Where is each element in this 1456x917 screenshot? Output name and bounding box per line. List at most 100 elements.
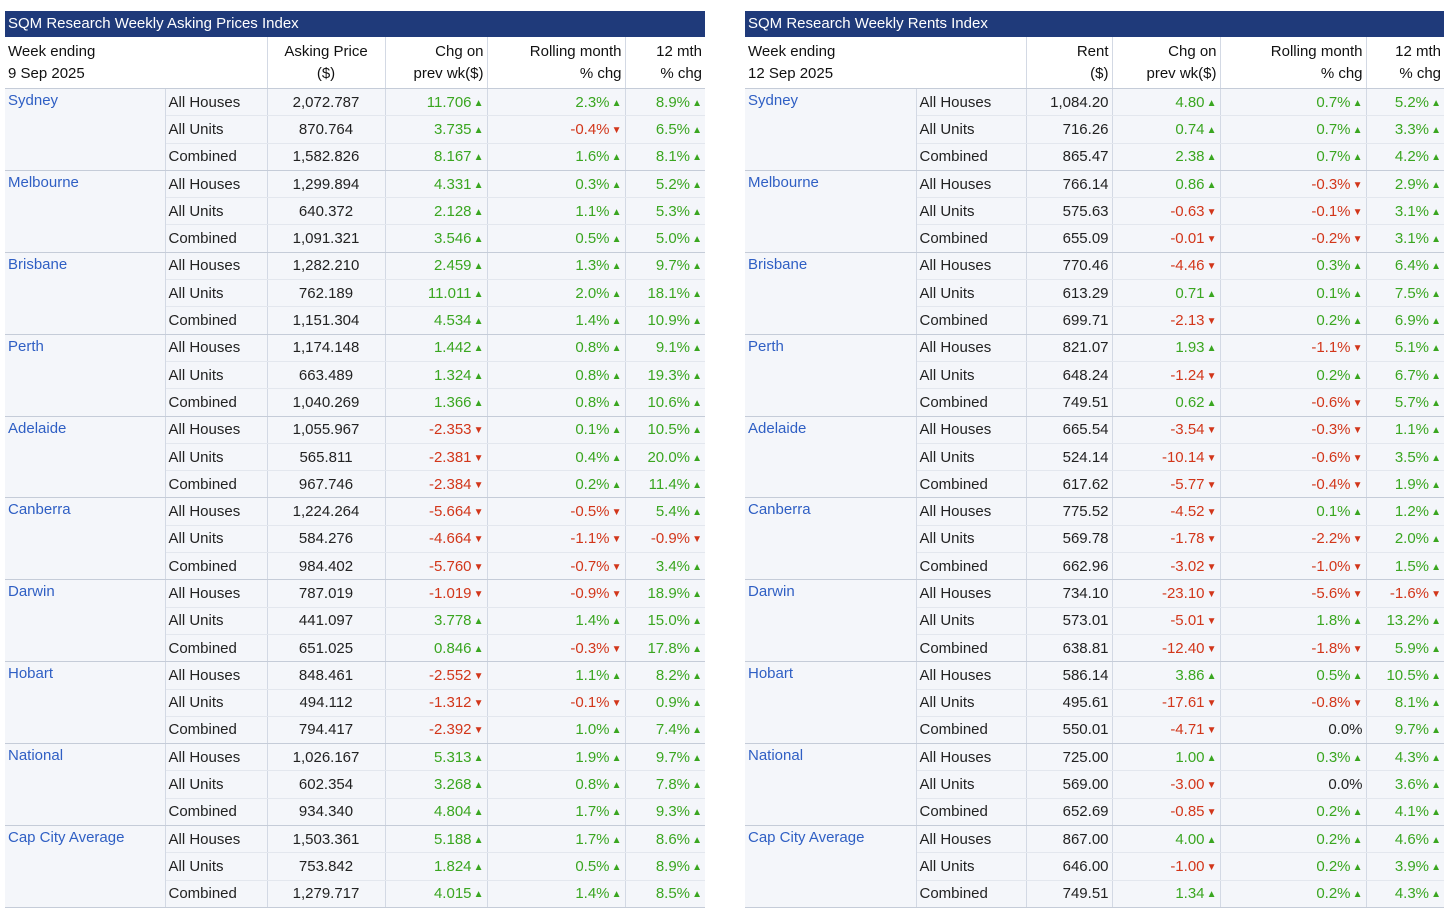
property-type-label: All Units (916, 197, 1027, 226)
triangle-down-icon: ▼ (1352, 452, 1363, 464)
rolling-month-change-cell: 0.2% ▲ (1220, 825, 1367, 854)
table-row: All Units 495.61 -17.61 ▼ -0.8% ▼ 8.1% ▲ (745, 689, 1445, 717)
rolling-month-change-cell: 0.3% ▲ (1220, 252, 1367, 281)
rolling-month-change-cell: 1.0% ▲ (487, 716, 626, 745)
table-row: Combined 617.62 -5.77 ▼ -0.4% ▼ 1.9% ▲ (745, 470, 1445, 499)
index-value: 550.01 (1026, 716, 1113, 745)
twelve-month-change-cell: 18.1% ▲ (625, 279, 706, 308)
rolling-month-change-value: -0.1% (1311, 202, 1351, 220)
city-link[interactable]: Brisbane (5, 252, 166, 335)
triangle-down-icon: ▼ (473, 507, 484, 519)
weekly-change-cell: -2.13 ▼ (1112, 306, 1221, 335)
twelve-month-change-cell: 8.9% ▲ (625, 852, 706, 881)
city-link[interactable]: Adelaide (745, 416, 917, 499)
weekly-change-cell: -0.85 ▼ (1112, 798, 1221, 827)
weekly-change-value: -12.40 (1161, 639, 1205, 657)
city-link[interactable]: Brisbane (745, 252, 917, 335)
triangle-up-icon: ▲ (1431, 425, 1441, 437)
triangle-down-icon: ▼ (1206, 616, 1217, 628)
rolling-month-change-value: -0.5% (570, 503, 610, 521)
city-link[interactable]: Cap City Average (745, 825, 917, 908)
triangle-up-icon: ▲ (473, 643, 484, 655)
property-type-label: All Units (165, 689, 268, 717)
rolling-month-change-cell: -0.6% ▼ (1220, 388, 1367, 417)
city-link[interactable]: National (5, 743, 166, 827)
city-link[interactable]: Hobart (745, 661, 917, 745)
table-row: Combined 652.69 -0.85 ▼ 0.2% ▲ 4.1% ▲ (745, 798, 1445, 827)
triangle-up-icon: ▲ (1431, 889, 1441, 901)
triangle-up-icon: ▲ (473, 124, 484, 136)
rolling-month-change-cell: 0.0% (1220, 716, 1367, 745)
twelve-month-change-value: 8.9% (655, 93, 691, 111)
weekly-change-cell: 2.38 ▲ (1112, 143, 1221, 171)
triangle-up-icon: ▲ (1352, 616, 1363, 628)
city-link[interactable]: Cap City Average (5, 825, 166, 908)
table-row: All Units 602.354 3.268 ▲ 0.8% ▲ 7.8% ▲ (5, 770, 706, 799)
triangle-down-icon: ▼ (473, 425, 484, 437)
triangle-down-icon: ▼ (611, 588, 622, 600)
rolling-month-change-value: 0.2% (1316, 885, 1351, 903)
rolling-month-change-value: -0.1% (570, 694, 610, 712)
twelve-month-change-value: 5.1% (1394, 339, 1430, 357)
index-value: 1,299.894 (267, 170, 386, 199)
rolling-month-change-value: 0.2% (1316, 366, 1351, 384)
city-link[interactable]: Sydney (5, 88, 166, 171)
weekly-change-cell: -2.392 ▼ (385, 716, 488, 745)
city-link[interactable]: Melbourne (745, 170, 917, 253)
table-row: Hobart All Houses 586.14 3.86 ▲ 0.5% ▲ 10.5% ▲ (745, 661, 1445, 745)
rolling-month-change-cell: 1.1% ▲ (487, 661, 626, 690)
city-link[interactable]: Darwin (745, 579, 917, 663)
twelve-month-change-cell: 10.5% ▲ (1366, 661, 1445, 690)
city-link[interactable]: Perth (745, 334, 917, 417)
triangle-up-icon: ▲ (611, 725, 622, 737)
twelve-month-change-cell: 8.6% ▲ (625, 825, 706, 854)
city-link[interactable]: Sydney (745, 88, 917, 171)
triangle-up-icon: ▲ (692, 807, 702, 819)
table-row: All Units 441.097 3.778 ▲ 1.4% ▲ 15.0% ▲ (5, 607, 706, 635)
property-type-label: All Houses (916, 579, 1027, 608)
weekly-change-value: -0.01 (1170, 230, 1205, 248)
value-header: Rent ($) (1026, 37, 1113, 89)
twelve-month-change-cell: 3.6% ▲ (1366, 770, 1445, 799)
rolling-month-change-cell: 0.7% ▲ (1220, 88, 1367, 117)
triangle-up-icon: ▲ (473, 397, 484, 409)
weekly-change-value: -4.52 (1170, 503, 1205, 521)
twelve-month-change-cell: 2.0% ▲ (1366, 525, 1445, 554)
rolling-month-change-cell: 0.8% ▲ (487, 770, 626, 799)
city-link[interactable]: Hobart (5, 661, 166, 745)
table-row: All Units 870.764 3.735 ▲ -0.4% ▼ 6.5% ▲ (5, 115, 706, 144)
weekly-change-value: 1.442 (433, 339, 472, 357)
triangle-down-icon: ▼ (1206, 780, 1217, 792)
triangle-down-icon: ▼ (1206, 316, 1217, 328)
rolling-month-change-value: 0.7% (1316, 93, 1351, 111)
twelve-month-change-value: 3.4% (655, 557, 691, 575)
rolling-month-change-cell: -5.6% ▼ (1220, 579, 1367, 608)
triangle-up-icon: ▲ (611, 807, 622, 819)
rolling-month-change-value: 0.7% (1316, 148, 1351, 166)
triangle-up-icon: ▲ (692, 507, 702, 519)
city-link[interactable]: Perth (5, 334, 166, 417)
table-row: National All Houses 1,026.167 5.313 ▲ 1.9% ▲ 9.… (5, 743, 706, 827)
twelve-month-change-cell: 1.1% ▲ (1366, 416, 1445, 444)
city-link[interactable]: National (745, 743, 917, 827)
index-value: 569.78 (1026, 525, 1113, 554)
city-link[interactable]: Adelaide (5, 416, 166, 499)
table-row: Combined 865.47 2.38 ▲ 0.7% ▲ 4.2% ▲ (745, 143, 1445, 171)
property-type-label: All Units (916, 279, 1027, 308)
city-link[interactable]: Canberra (5, 497, 166, 581)
triangle-down-icon: ▼ (1352, 343, 1363, 355)
city-link[interactable]: Darwin (5, 579, 166, 663)
property-type-label: Combined (916, 634, 1027, 663)
city-link[interactable]: Canberra (745, 497, 917, 581)
twelve-month-change-value: 18.1% (647, 284, 691, 302)
index-value: 762.189 (267, 279, 386, 308)
weekly-change-cell: -0.01 ▼ (1112, 224, 1221, 253)
twelve-month-change-cell: 10.9% ▲ (625, 306, 706, 335)
triangle-down-icon: ▼ (611, 507, 622, 519)
weekly-change-value: -3.54 (1170, 421, 1205, 439)
triangle-up-icon: ▲ (473, 97, 484, 109)
twelve-month-change-value: 11.4% (648, 475, 691, 493)
property-type-label: Combined (916, 306, 1027, 335)
weekly-change-value: -2.552 (428, 666, 472, 684)
city-link[interactable]: Melbourne (5, 170, 166, 253)
